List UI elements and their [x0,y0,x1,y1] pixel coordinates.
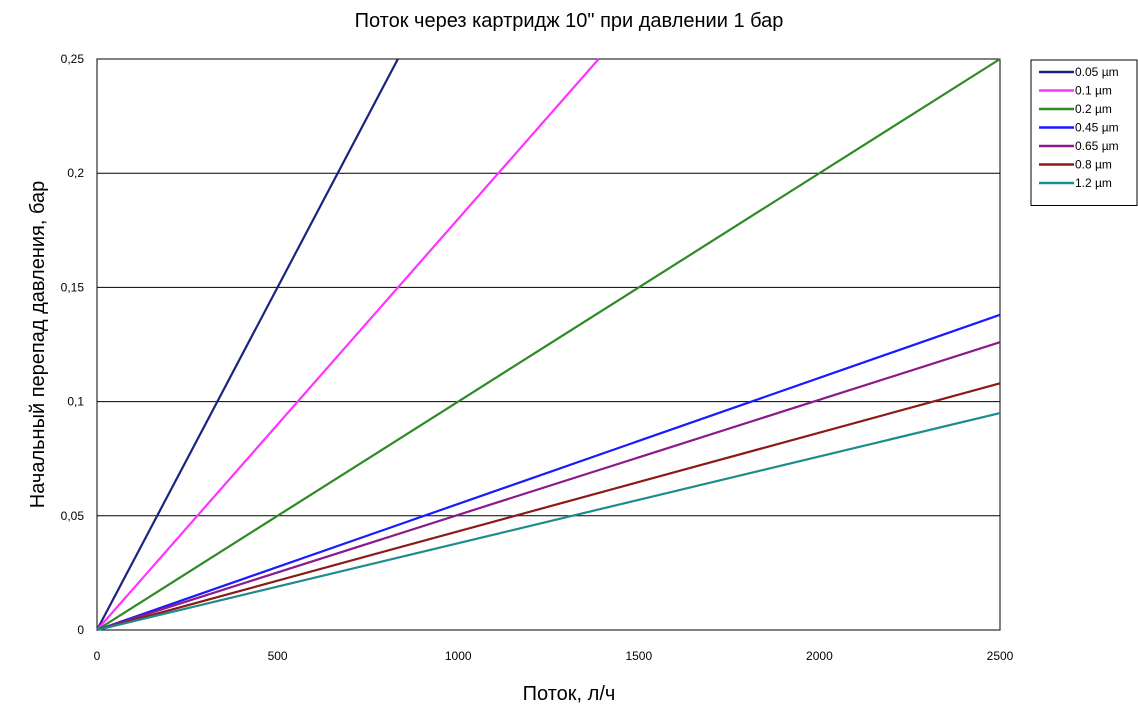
y-axis-title: Начальный перепад давления, бар [27,181,49,508]
x-axis-title: Поток, л/ч [523,683,616,705]
x-tick-label: 1000 [445,649,472,663]
y-tick-label: 0,15 [61,280,85,294]
y-tick-label: 0 [77,623,84,637]
legend-box [1030,59,1138,206]
x-tick-label: 500 [268,649,288,663]
gridlines [97,172,1000,517]
legend-label: 0.2 µm [1075,102,1112,116]
x-tick-label: 1500 [625,649,652,663]
legend-label: 1.2 µm [1075,176,1112,190]
y-tick-label: 0,05 [61,509,85,523]
series-line [96,411,1001,632]
series-line [96,313,1001,632]
y-tick-label: 0,25 [61,52,85,66]
x-tick-label: 0 [94,649,101,663]
y-tick-label: 0,1 [67,395,84,409]
chart-title: Поток через картридж 10" при давлении 1 … [355,10,784,32]
legend-label: 0.65 µm [1075,139,1119,153]
y-tick-label: 0,2 [67,166,84,180]
series-line [96,58,399,631]
x-tick-label: 2500 [987,649,1014,663]
x-tick-label: 2000 [806,649,833,663]
legend-label: 0.45 µm [1075,121,1119,135]
series-line [96,341,1001,632]
series-line [96,58,600,631]
legend-label: 0.1 µm [1075,84,1112,98]
legend-label: 0.05 µm [1075,65,1119,79]
axis-ticks: 0 500 1000 1500 2000 2500 0 0,05 0,1 0,15 0,2 0,25 [61,52,1014,663]
series-lines [96,58,1001,632]
plot-area-frame [96,58,1001,631]
legend-label: 0.8 µm [1075,158,1112,172]
series-line [96,382,1001,632]
series-line [96,58,1001,631]
legend: 0.05 µm 0.1 µm 0.2 µm 0.45 µm 0.65 µm 0.8 µm 1… [1030,59,1138,206]
